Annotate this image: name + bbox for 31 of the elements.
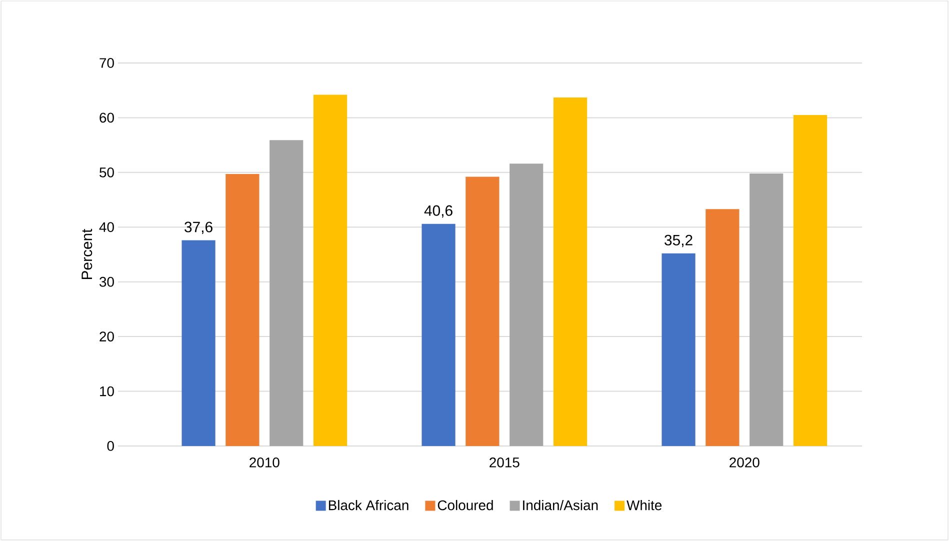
bar <box>313 94 348 446</box>
y-tick-label: 20 <box>100 332 114 342</box>
bar <box>226 174 260 446</box>
x-tick-label: 2010 <box>250 457 280 468</box>
legend-label: Black African <box>328 500 408 510</box>
bar <box>706 209 740 446</box>
data-label: 37,6 <box>184 222 212 234</box>
y-axis-title: Percent <box>82 228 92 280</box>
bar <box>510 164 544 446</box>
legend-label: Indian/Asian <box>523 500 598 510</box>
bar <box>553 97 588 446</box>
legend-label: White <box>626 500 662 510</box>
y-tick-label: 40 <box>99 222 114 232</box>
bar <box>750 174 784 446</box>
bar <box>182 240 216 446</box>
y-tick-label: 50 <box>100 167 114 178</box>
x-tick-label: 2015 <box>490 457 520 468</box>
bar <box>270 140 304 446</box>
bar <box>793 114 828 446</box>
x-tick-label: 2020 <box>730 457 760 468</box>
y-tick-label: 70 <box>100 58 114 68</box>
y-tick-label: 60 <box>100 112 114 123</box>
y-tick-label: 30 <box>100 276 114 287</box>
y-tick-label: 0 <box>107 441 114 451</box>
data-label: 35,2 <box>664 234 692 248</box>
data-label: 40,6 <box>424 205 452 218</box>
y-tick-label: 10 <box>100 386 114 396</box>
bar <box>662 253 696 446</box>
bar <box>466 176 500 446</box>
bar <box>422 224 456 446</box>
legend-label: Coloured <box>438 500 493 510</box>
